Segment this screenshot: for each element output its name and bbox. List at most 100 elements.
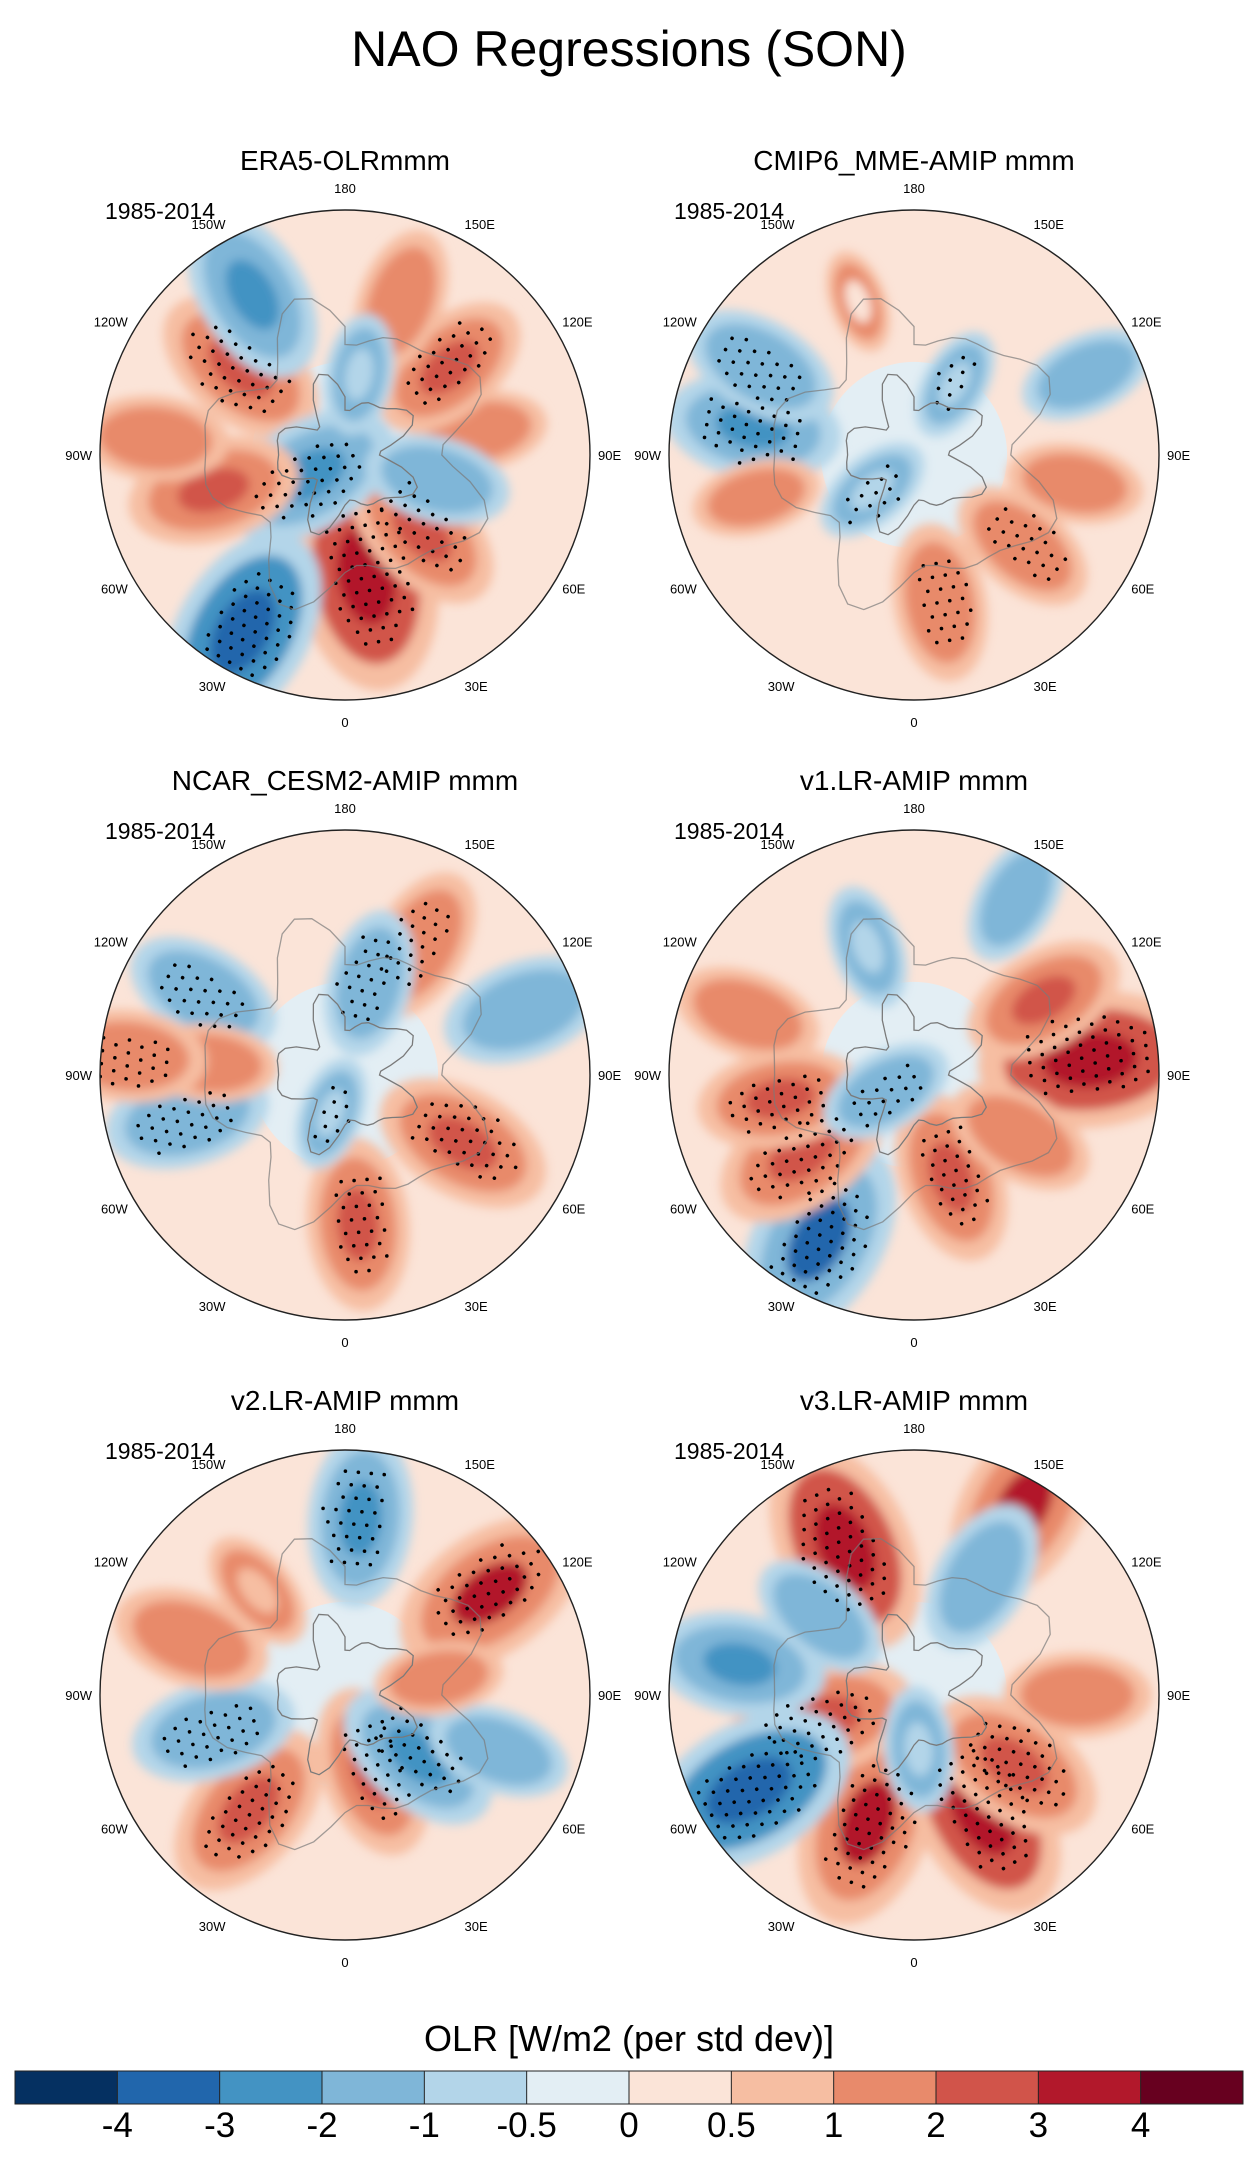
stipple-dot [450, 1585, 455, 1590]
stipple-dot [397, 609, 402, 614]
stipple-dot [785, 1183, 790, 1187]
stipple-dot [990, 1735, 995, 1739]
stipple-dot [957, 1139, 962, 1144]
lon-label: 30E [1034, 679, 1057, 694]
stipple-dot [850, 1693, 854, 1697]
stipple-dot [508, 1600, 513, 1605]
lon-label: 0 [910, 715, 917, 730]
panel-6: v3.LR-AMIP mmm 1985-2014 180 150E 120E 90E 60E… [634, 1385, 1190, 1970]
stipple-dot [984, 1771, 989, 1776]
stipple-dot [421, 558, 426, 563]
stipple-dot [891, 1840, 896, 1845]
stipple-dot [150, 1079, 154, 1083]
stipple-dot [1026, 1047, 1031, 1052]
stipple-dot [859, 493, 864, 498]
stipple-dot [362, 1216, 367, 1221]
stipple-dot [803, 1498, 807, 1503]
stipple-dot [430, 1749, 435, 1754]
stipple-dot [217, 1838, 221, 1842]
stipple-dot [900, 1816, 905, 1820]
stipple-dot [297, 491, 302, 496]
stipple-dot [938, 1783, 943, 1787]
stipple-dot [760, 1822, 764, 1827]
stipple-dot [785, 1762, 790, 1767]
stipple-dot [859, 1544, 864, 1548]
stipple-dot [782, 1242, 787, 1247]
stipple-dot [283, 492, 288, 497]
stipple-dot [416, 545, 421, 549]
anomaly-core-11 [123, 420, 187, 456]
stipple-dot [748, 1776, 753, 1780]
lon-label: 180 [903, 801, 925, 816]
stipple-dot [1039, 1039, 1043, 1044]
stipple-dot [397, 946, 402, 951]
stipple-dot [364, 1753, 369, 1757]
stipple-dot [1065, 1037, 1069, 1042]
stipple-dot [277, 481, 281, 486]
lon-label: 0 [341, 1335, 348, 1350]
stipple-dot [359, 616, 364, 621]
stipple-dot [367, 963, 371, 968]
stipple-dot [719, 1777, 723, 1782]
stipple-dot [867, 1831, 871, 1836]
stipple-dot [281, 1773, 285, 1777]
stipple-dot [861, 1884, 866, 1889]
panel-title: v3.LR-AMIP mmm [800, 1385, 1028, 1416]
stipple-dot [711, 1790, 716, 1795]
stipple-dot [354, 590, 359, 595]
stipple-dot [176, 1010, 180, 1014]
stipple-dot [358, 537, 363, 542]
colorbar: OLR [W/m2 (per std dev)] -4 -3 -2 -1 -0.5 0 0.… [14, 2018, 1244, 2145]
stipple-dot [334, 1507, 338, 1512]
stipple-dot [999, 1837, 1004, 1842]
stipple-dot [796, 1808, 801, 1812]
stipple-dot [183, 1764, 188, 1768]
stipple-dot [428, 1772, 433, 1777]
lon-label: 60E [1131, 1202, 1154, 1217]
stipple-dot [849, 1880, 854, 1885]
stipple-dot [1024, 1853, 1028, 1858]
stipple-dot [388, 558, 393, 563]
stipple-dot [960, 636, 965, 640]
stipple-dot [1042, 1078, 1047, 1083]
stipple-layer [702, 336, 1068, 645]
stipple-dot [874, 490, 878, 495]
stipple-dot [243, 1826, 248, 1831]
stipple-dot [705, 1779, 709, 1783]
stipple-dot [862, 1788, 867, 1793]
stipple-dot [960, 596, 965, 601]
panel-2: CMIP6_MME-AMIP mmm 1985-2014 180 150E 120E 90… [634, 145, 1190, 730]
lon-label: 30W [199, 1299, 226, 1314]
coastline-arctic [845, 1613, 988, 1776]
stipple-dot [799, 1157, 804, 1162]
panel-period: 1985-2014 [105, 198, 215, 224]
stipple-dot [215, 1116, 219, 1120]
stipple-dot [393, 584, 397, 588]
stipple-dot [937, 371, 941, 376]
stipple-dot [447, 1150, 452, 1154]
lon-label: 150E [465, 837, 496, 852]
stipple-dot [444, 1103, 449, 1108]
stipple-dot [728, 440, 732, 444]
colorbar-tick-label: 0 [619, 2106, 638, 2145]
stipple-dot [751, 457, 756, 462]
stipple-dot [828, 1712, 833, 1716]
stipple-dot [808, 1197, 813, 1202]
stipple-dot [366, 1017, 370, 1022]
stipple-dot [779, 1286, 784, 1290]
stipple-dot [1092, 1048, 1096, 1052]
stipple-dot [505, 1153, 510, 1158]
stipple-dot [437, 397, 441, 402]
stipple-dot [960, 1755, 965, 1760]
stipple-dot [816, 1078, 821, 1082]
stipple-dot [770, 1763, 775, 1767]
stipple-dot [778, 1172, 782, 1177]
panel-title: ERA5-OLRmmm [240, 145, 450, 176]
stipple-dot [732, 414, 737, 419]
stipple-dot [349, 1218, 354, 1222]
stipple-dot [214, 1852, 218, 1857]
stipple-dot [385, 572, 389, 577]
anomaly-core-12 [904, 1722, 934, 1776]
stipple-dot [208, 1757, 213, 1762]
stipple-dot [343, 1469, 348, 1474]
